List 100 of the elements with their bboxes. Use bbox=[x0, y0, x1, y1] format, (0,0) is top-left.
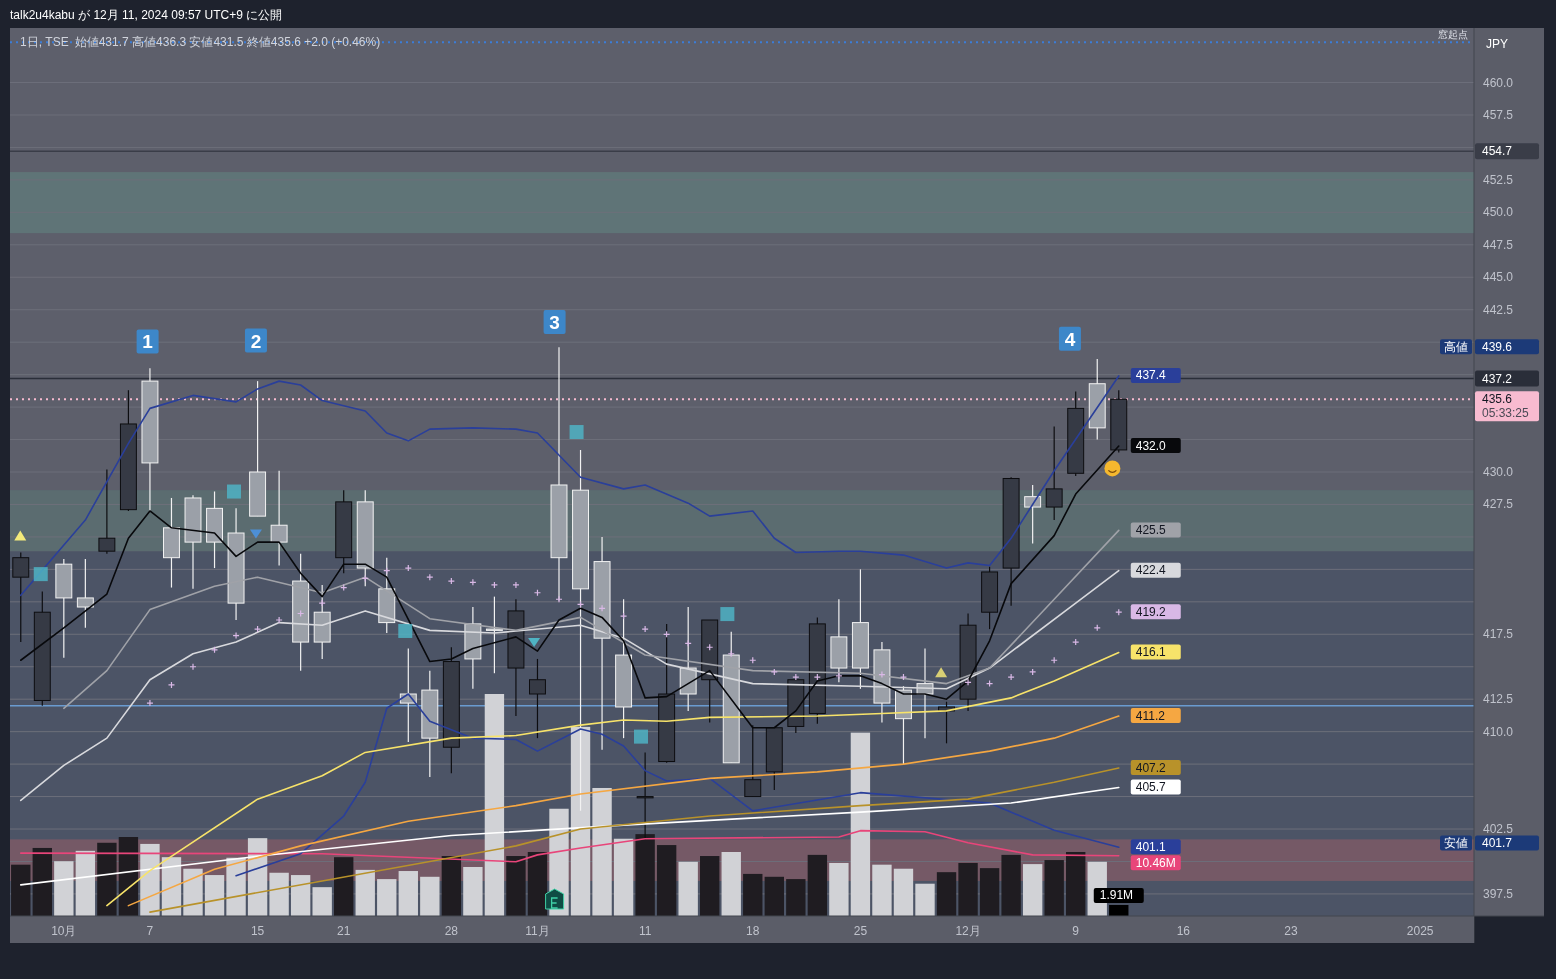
bar bbox=[872, 864, 892, 916]
ref-line-label: 437.2 bbox=[1482, 371, 1513, 386]
x-tick-label: 12月 bbox=[955, 924, 981, 938]
y-tick-label: 397.5 bbox=[1483, 886, 1514, 901]
bar bbox=[721, 852, 741, 916]
point bbox=[792, 673, 800, 681]
bar bbox=[764, 876, 784, 916]
text: 1日, TSE bbox=[20, 35, 69, 49]
y-tick-label: 447.5 bbox=[1483, 237, 1514, 252]
candlestick bbox=[12, 551, 30, 643]
data-label: 437.4 bbox=[1135, 368, 1167, 383]
text: 401.7 bbox=[1482, 836, 1513, 851]
bar bbox=[656, 845, 677, 916]
point bbox=[512, 581, 520, 589]
bar bbox=[527, 852, 548, 916]
point bbox=[146, 699, 154, 707]
point bbox=[167, 681, 176, 689]
data-label: 422.4 bbox=[1135, 563, 1167, 578]
line-series bbox=[19, 569, 1120, 802]
point bbox=[1072, 638, 1080, 646]
point bbox=[253, 625, 262, 633]
bar bbox=[1044, 860, 1064, 916]
bar bbox=[441, 856, 462, 916]
candlestick bbox=[529, 658, 546, 739]
candlestick bbox=[1024, 484, 1042, 544]
x-tick-label: 25 bbox=[853, 924, 868, 938]
bar bbox=[97, 842, 117, 916]
candlestick bbox=[1045, 425, 1063, 521]
point bbox=[210, 646, 219, 654]
x-tick-label: 23 bbox=[1284, 924, 1298, 938]
bar bbox=[32, 847, 52, 916]
point bbox=[447, 577, 455, 585]
text: JPY bbox=[1486, 37, 1509, 51]
x-tick-label: 16 bbox=[1176, 924, 1191, 938]
bar bbox=[377, 879, 397, 916]
bar bbox=[1001, 854, 1021, 916]
data-label: 416.1 bbox=[1135, 644, 1167, 659]
bar bbox=[958, 862, 978, 916]
y-tick-label: 460.0 bbox=[1483, 75, 1514, 90]
text: 439.6 bbox=[1482, 340, 1513, 355]
bar bbox=[592, 787, 612, 916]
line-series bbox=[235, 693, 1120, 877]
x-tick-label: 18 bbox=[746, 924, 760, 938]
point bbox=[641, 625, 649, 633]
bar bbox=[829, 862, 849, 916]
point bbox=[1007, 673, 1015, 681]
bar bbox=[915, 883, 935, 916]
y-tick-label: 412.5 bbox=[1483, 692, 1514, 707]
text: talk2u4kabu が 12月 11, 2024 09:57 UTC+9 に公開 bbox=[10, 8, 283, 22]
point bbox=[469, 578, 477, 586]
x-tick-label: 11月 bbox=[525, 924, 550, 938]
annotation: 4 bbox=[1064, 328, 1076, 350]
bar bbox=[204, 875, 225, 916]
x-tick-label: 21 bbox=[337, 924, 351, 938]
x-tick-label: 10月 bbox=[51, 924, 77, 938]
text: 始値431.7 高値436.3 安値431.5 終値435.6 +2.0 (+0.46%) bbox=[74, 35, 381, 49]
candlestick bbox=[485, 596, 503, 674]
ref-line-label: 窓起点 bbox=[1438, 29, 1468, 41]
bar bbox=[635, 834, 655, 916]
x-tick-label: 9 bbox=[1072, 924, 1080, 938]
annotation: 安値 bbox=[1444, 836, 1468, 851]
line-series bbox=[19, 786, 1120, 886]
bar bbox=[850, 732, 871, 916]
bar bbox=[355, 869, 375, 916]
point bbox=[878, 670, 886, 679]
ref-line-label: 435.6 bbox=[1482, 392, 1513, 407]
y-tick-label: 402.5 bbox=[1483, 822, 1514, 837]
bar bbox=[1066, 852, 1086, 916]
y-tick-label: 442.5 bbox=[1483, 302, 1514, 317]
y-tick-label: 410.0 bbox=[1483, 724, 1514, 739]
candlestick bbox=[270, 470, 288, 567]
data-label: 10.46M bbox=[1135, 855, 1176, 870]
bar bbox=[893, 868, 914, 916]
x-tick-label: 28 bbox=[444, 924, 459, 938]
annotation: 2 bbox=[250, 330, 262, 352]
data-label: 401.1 bbox=[1135, 839, 1167, 854]
bar bbox=[936, 872, 957, 916]
bar bbox=[807, 854, 828, 916]
point bbox=[404, 564, 412, 572]
y-tick-label: 450.0 bbox=[1483, 205, 1514, 220]
y-tick-label: 430.0 bbox=[1483, 465, 1514, 479]
data-label: 411.2 bbox=[1135, 708, 1166, 723]
point bbox=[275, 616, 283, 624]
bar bbox=[269, 872, 289, 916]
data-label: 425.5 bbox=[1135, 522, 1167, 537]
data-label: 1.91M bbox=[1099, 888, 1134, 903]
point bbox=[318, 599, 326, 607]
bar bbox=[613, 838, 634, 916]
data-label: 407.2 bbox=[1135, 760, 1167, 775]
ref-line-label: 454.7 bbox=[1482, 144, 1513, 159]
x-tick-label: 11 bbox=[638, 924, 652, 938]
bar bbox=[334, 857, 354, 916]
bar bbox=[290, 875, 311, 916]
bar bbox=[979, 868, 1000, 916]
bar bbox=[570, 726, 591, 916]
y-tick-label: 427.5 bbox=[1483, 497, 1514, 512]
bar bbox=[506, 856, 526, 916]
bar bbox=[118, 837, 139, 916]
y-tick-label: 457.5 bbox=[1483, 107, 1514, 122]
candlestick bbox=[98, 468, 116, 555]
